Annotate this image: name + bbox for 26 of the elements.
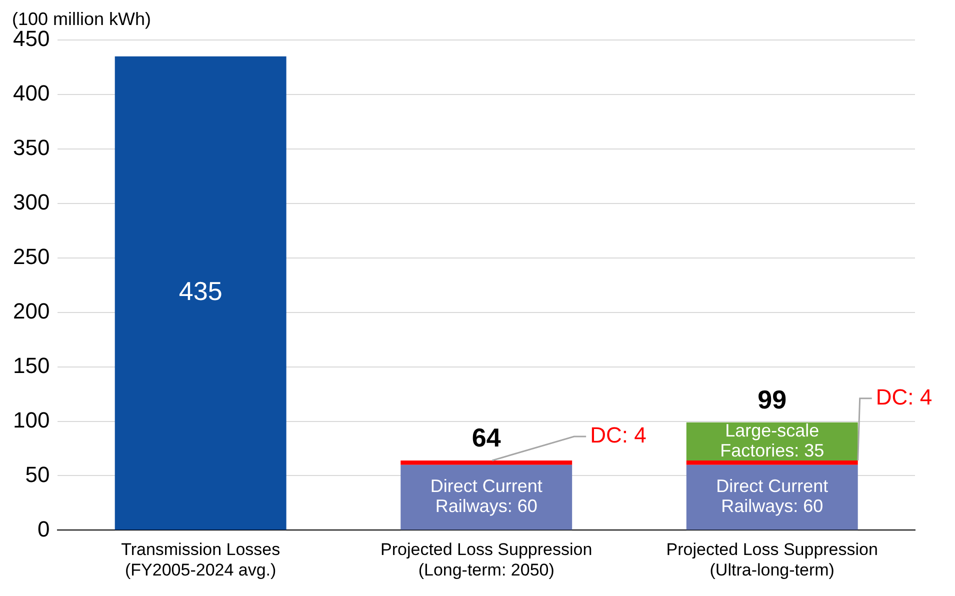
total-label: 99: [758, 384, 787, 415]
bar: [114, 56, 286, 530]
y-tick-label: 200: [12, 298, 50, 324]
bar: [400, 464, 572, 530]
x-tick-label: Projected Loss Suppression (Long-term: 2050): [380, 540, 592, 580]
y-tick-label: 400: [12, 80, 50, 106]
data-label: Direct Current Railways: 60: [430, 476, 542, 516]
bar: [686, 460, 858, 465]
x-tick-label: Projected Loss Suppression (Ultra-long-term): [666, 540, 878, 580]
y-tick-label: 350: [12, 134, 50, 160]
y-tick-label: 150: [12, 352, 50, 378]
y-tick-label: 100: [12, 407, 50, 432]
y-tick-label: 50: [25, 462, 50, 487]
bar: [686, 464, 858, 530]
y-axis-title: (100 million kWh): [12, 8, 152, 29]
y-tick-label: 250: [12, 244, 50, 269]
data-label: DC: 4: [590, 422, 646, 448]
data-label: DC: 4: [876, 384, 932, 410]
data-label: Large-scale Factories: 35: [720, 420, 824, 460]
y-tick-label: 300: [12, 189, 50, 214]
total-label: 64: [472, 422, 502, 453]
y-tick-label: 0: [37, 516, 50, 542]
bar: [400, 460, 572, 465]
data-label: 435: [178, 276, 222, 306]
data-label: Direct Current Railways: 60: [716, 476, 828, 516]
x-tick-label: Transmission Losses (FY2005-2024 avg.): [121, 540, 280, 580]
